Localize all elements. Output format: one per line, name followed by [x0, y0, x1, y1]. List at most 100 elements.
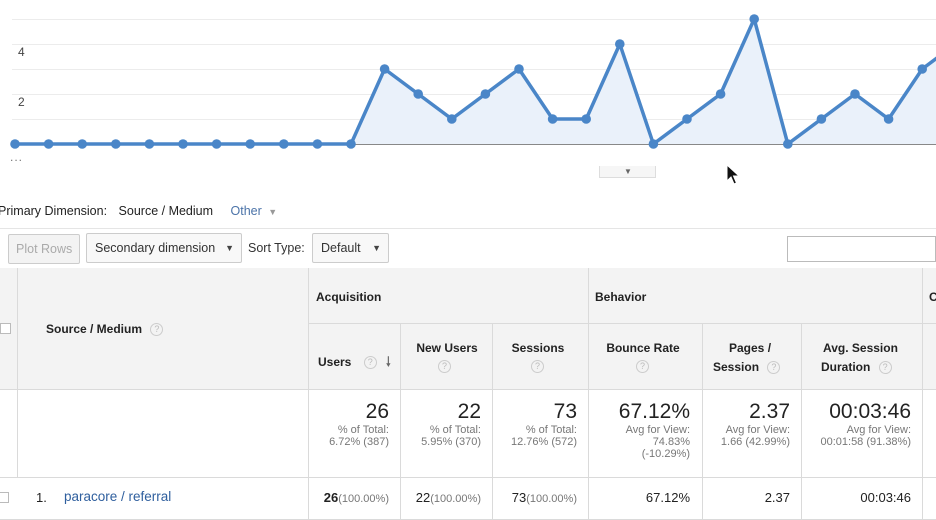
bounce-rate-total-caption: Avg for View: [625, 424, 690, 436]
select-all-checkbox[interactable] [0, 323, 11, 334]
help-icon[interactable]: ? [878, 361, 892, 375]
users-total-cell: 26 % of Total: 6.72% (387) [309, 390, 401, 478]
pages-session-header-line1: Pages / [729, 341, 772, 355]
trend-chart: 4 2 ... ▼ [0, 0, 936, 185]
sessions-header-label: Sessions [511, 341, 565, 355]
conversions-total-cell [923, 390, 936, 478]
sort-descending-icon[interactable]: 🠓 [386, 354, 391, 369]
chevron-down-icon: ▼ [268, 207, 278, 217]
users-total-percent: 6.72% (387) [329, 436, 389, 448]
secondary-dimension-label: Secondary dimension [95, 241, 216, 255]
row-pages-session-cell: 2.37 [703, 478, 802, 520]
data-point [480, 89, 491, 99]
data-point [615, 39, 625, 49]
mouse-cursor-icon [726, 164, 740, 185]
pages-session-total-caption: Avg for View: [725, 424, 790, 436]
data-point [816, 114, 827, 124]
help-icon[interactable]: ? [636, 360, 649, 373]
data-point [682, 114, 692, 124]
help-icon[interactable]: ? [150, 323, 164, 337]
y-tick-label: 4 [18, 45, 25, 59]
totals-row-spacer [0, 390, 18, 478]
bounce-rate-total-average: 74.83% [652, 436, 690, 448]
new-users-column-header[interactable]: New Users ? [401, 324, 493, 390]
sessions-total-cell: 73 % of Total: 12.76% (572) [493, 390, 589, 478]
row-checkbox[interactable] [0, 492, 9, 503]
chart-overflow-label: ... [10, 150, 24, 164]
secondary-dimension-dropdown[interactable]: Secondary dimension ▼ [86, 233, 242, 263]
row-users-value: 26 [323, 490, 339, 505]
help-icon[interactable]: ? [767, 361, 781, 375]
y-tick-label: 2 [18, 95, 25, 109]
select-column-header [0, 268, 18, 390]
avg-session-header-line2: Duration [821, 360, 871, 374]
row-new-users-value: 22 [415, 490, 431, 505]
help-icon[interactable]: ? [438, 360, 451, 373]
data-point [379, 64, 390, 74]
data-point [413, 89, 424, 99]
row-bounce-rate-value: 67.12% [645, 490, 690, 505]
row-avg-session-value: 00:03:46 [860, 490, 911, 505]
dimension-header-label: Source / Medium [46, 322, 143, 336]
data-point [111, 139, 121, 149]
caret-down-icon: ▼ [372, 243, 381, 253]
primary-dimension-other[interactable]: Other [230, 204, 262, 218]
behavior-label: Behavior [595, 290, 647, 304]
data-point [917, 64, 927, 74]
new-users-total-cell: 22 % of Total: 5.95% (370) [401, 390, 493, 478]
avg-session-total-cell: 00:03:46 Avg for View: 00:01:58 (91.38%) [802, 390, 923, 478]
help-icon[interactable]: ? [363, 356, 377, 370]
plot-rows-button[interactable]: Plot Rows [8, 234, 80, 264]
row-index: 1. [36, 490, 47, 505]
sessions-total-percent: 12.76% (572) [510, 436, 577, 448]
sessions-total-caption: % of Total: [525, 424, 577, 436]
data-point [346, 139, 356, 149]
users-column-header[interactable]: Users ? 🠓 [309, 324, 401, 390]
table-search-input[interactable] [787, 236, 936, 262]
primary-dimension-bar: Primary Dimension: Source / Medium Other… [0, 204, 277, 218]
primary-dimension-selected[interactable]: Source / Medium [118, 204, 214, 218]
avg-session-duration-column-header[interactable]: Avg. Session Duration ? [802, 324, 923, 390]
data-point [77, 139, 87, 149]
data-point [43, 139, 54, 149]
data-point [783, 139, 793, 149]
data-point [447, 114, 457, 124]
sort-type-dropdown[interactable]: Default ▼ [312, 233, 389, 263]
data-point [883, 114, 894, 124]
caret-down-icon: ▼ [225, 243, 234, 253]
new-users-total-percent: 5.95% (370) [421, 436, 481, 448]
chevron-down-icon: ▼ [624, 167, 632, 176]
data-point [10, 139, 20, 149]
row-sessions-cell: 73(100.00%) [493, 478, 589, 520]
bounce-rate-column-header[interactable]: Bounce Rate ? [589, 324, 703, 390]
row-new-users-percent: (100.00%) [430, 493, 481, 505]
data-point [547, 114, 558, 124]
row-source-link[interactable]: paracore / referral [64, 489, 172, 504]
data-point [581, 114, 591, 124]
pages-session-header-line2: Session [713, 360, 760, 374]
users-total-value: 26 [365, 400, 389, 423]
conversions-label: C [929, 290, 936, 304]
data-point [749, 14, 759, 24]
conversions-group-header: C [923, 268, 936, 324]
totals-row-label [18, 390, 309, 478]
row-bounce-rate-cell: 67.12% [589, 478, 703, 520]
conversions-column-header [923, 324, 936, 390]
series-area [15, 19, 936, 144]
pages-session-total-value: 2.37 [749, 400, 790, 423]
primary-dimension-label: Primary Dimension: [0, 204, 108, 218]
acquisition-group-header: Acquisition [309, 268, 589, 324]
sessions-column-header[interactable]: Sessions ? [493, 324, 589, 390]
avg-session-header-line1: Avg. Session [823, 341, 898, 355]
data-point [245, 139, 255, 149]
dimension-header[interactable]: Source / Medium ? [18, 268, 309, 390]
row-pages-session-value: 2.37 [764, 490, 790, 505]
row-conversions-cell [923, 478, 936, 520]
chart-collapse-toggle[interactable]: ▼ [599, 166, 656, 178]
avg-session-total-average: 00:01:58 (91.38%) [820, 436, 911, 448]
table-row-checkbox-cell [0, 478, 18, 520]
help-icon[interactable]: ? [531, 360, 544, 373]
row-users-cell: 26(100.00%) [309, 478, 401, 520]
pages-session-column-header[interactable]: Pages / Session ? [703, 324, 802, 390]
data-point [279, 139, 289, 149]
